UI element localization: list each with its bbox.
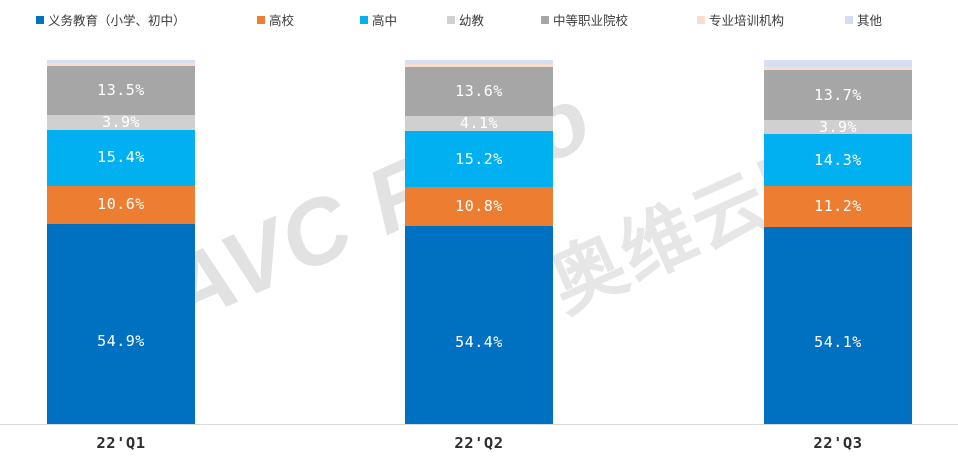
bar-stack[interactable]: 13.7% 3.9% 14.3% 11.2% 54.1% xyxy=(764,60,912,424)
legend-item[interactable]: 其他 xyxy=(845,10,882,29)
bar-segment-value-label: 13.6% xyxy=(455,82,503,101)
bar-segment-value-label: 4.1% xyxy=(459,114,499,133)
legend-swatch-icon xyxy=(541,15,549,24)
legend-swatch-icon xyxy=(697,15,705,24)
bar-segment[interactable]: 4.1% xyxy=(405,114,553,133)
bar-segment[interactable]: 13.5% xyxy=(47,66,195,116)
legend-swatch-icon xyxy=(360,15,368,24)
bar-segment[interactable]: 11.2% xyxy=(764,186,912,228)
legend-item[interactable]: 高校 xyxy=(257,10,294,29)
x-axis-tick-label: 22'Q2 xyxy=(454,434,504,452)
bar-segment[interactable]: 14.3% xyxy=(764,134,912,187)
bar-segment[interactable]: 10.6% xyxy=(47,185,195,225)
plot-area: 13.5% 3.9% 15.4% 10.6% 54.9% 13.6% 4.1% 15.2% 10… xyxy=(47,60,912,424)
bar-segment[interactable] xyxy=(47,60,195,63)
bar-segment[interactable]: 54.1% xyxy=(764,227,912,424)
bar-segment[interactable] xyxy=(764,60,912,67)
legend-swatch-icon xyxy=(36,15,44,24)
bar-segment[interactable] xyxy=(47,62,195,67)
x-axis-category-labels: 22'Q1 22'Q2 22'Q3 xyxy=(0,424,958,459)
x-axis-tick-label: 22'Q1 xyxy=(96,434,146,452)
bar-segment-value-label: 54.1% xyxy=(814,333,862,352)
bar-segment-value-label: 13.5% xyxy=(97,81,145,100)
bar-segment[interactable]: 54.9% xyxy=(47,224,195,424)
bar-stack[interactable]: 13.6% 4.1% 15.2% 10.8% 54.4% xyxy=(405,60,553,424)
legend-item[interactable]: 幼教 xyxy=(447,10,484,29)
legend-item-label: 高中 xyxy=(372,13,398,28)
legend-item[interactable]: 中等职业院校 xyxy=(541,10,628,29)
legend-item[interactable]: 义务教育（小学、初中） xyxy=(36,10,186,29)
bar-segment-value-label: 15.4% xyxy=(97,148,145,167)
legend-swatch-icon xyxy=(845,15,853,24)
bar-segment-value-label: 13.7% xyxy=(814,85,862,104)
bar-segment-value-label: 54.9% xyxy=(97,332,145,351)
bar-segment-value-label: 3.9% xyxy=(101,112,141,131)
x-axis-tick-label: 22'Q3 xyxy=(813,434,863,452)
bar-segment[interactable] xyxy=(764,66,912,71)
legend-swatch-icon xyxy=(447,15,455,24)
legend-item-label: 幼教 xyxy=(459,13,485,28)
bar-segment-value-label: 14.3% xyxy=(814,150,862,169)
bar-segment-value-label: 11.2% xyxy=(814,197,862,216)
bar-segment[interactable] xyxy=(405,60,553,64)
bar-segment[interactable]: 13.7% xyxy=(764,70,912,121)
bar-stack[interactable]: 13.5% 3.9% 15.4% 10.6% 54.9% xyxy=(47,60,195,424)
legend-swatch-icon xyxy=(257,15,265,24)
legend-item-label: 义务教育（小学、初中） xyxy=(48,13,186,28)
legend-item-label: 专业培训机构 xyxy=(709,13,785,28)
bar-segment[interactable]: 10.8% xyxy=(405,186,553,226)
legend-item[interactable]: 专业培训机构 xyxy=(697,10,784,29)
bar-segment[interactable]: 54.4% xyxy=(405,225,553,424)
bar-segment-value-label: 54.4% xyxy=(455,332,503,351)
bar-segment-value-label: 10.6% xyxy=(97,195,145,214)
bar-segment[interactable] xyxy=(405,63,553,67)
legend-item[interactable]: 高中 xyxy=(360,10,397,29)
legend-item-label: 其他 xyxy=(857,13,883,28)
bar-segment-value-label: 3.9% xyxy=(818,117,858,136)
bar-segment[interactable]: 15.4% xyxy=(47,129,195,186)
bar-segment-value-label: 10.8% xyxy=(455,196,503,215)
bar-segment-value-label: 15.2% xyxy=(455,149,503,168)
legend-item-label: 中等职业院校 xyxy=(553,13,629,28)
bar-segment[interactable]: 15.2% xyxy=(405,131,553,187)
bar-segment[interactable]: 3.9% xyxy=(764,117,912,136)
legend-item-label: 高校 xyxy=(269,13,295,28)
x-axis-line xyxy=(0,424,958,425)
bar-segment[interactable]: 3.9% xyxy=(47,112,195,131)
chart-legend: 义务教育（小学、初中） 高校 高中 幼教 中等职业院校 专业培训机构 其他 xyxy=(0,0,958,34)
bar-segment[interactable]: 13.6% xyxy=(405,66,553,117)
